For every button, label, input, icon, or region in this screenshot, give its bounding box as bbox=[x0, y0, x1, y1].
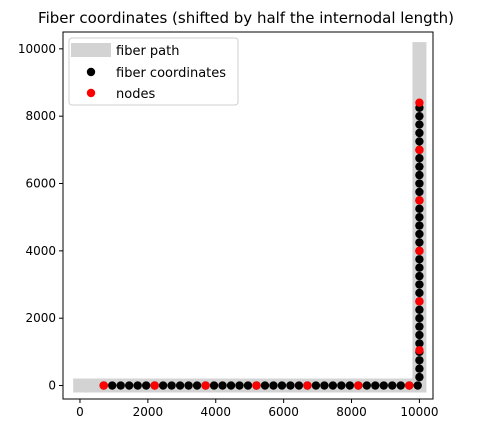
fiber-coordinate-point bbox=[133, 381, 142, 390]
fiber-coordinate-point bbox=[158, 381, 168, 390]
fiber-coordinate-point bbox=[269, 381, 278, 390]
fiber-coordinate-point bbox=[311, 381, 321, 390]
plot-frame bbox=[62, 31, 434, 400]
fiber-coordinate-point bbox=[413, 381, 422, 390]
node-point bbox=[415, 345, 424, 355]
fiber-coordinate-point bbox=[108, 381, 117, 390]
fiber-coordinate-point bbox=[415, 170, 424, 180]
fiber-coordinate-point bbox=[415, 364, 424, 373]
node-point bbox=[252, 381, 261, 390]
legend-label-fiber-path: fiber path bbox=[116, 44, 179, 59]
fiber-coordinate-point bbox=[415, 128, 424, 138]
fiber-coordinate-point bbox=[337, 381, 346, 390]
legend-swatch-fiber-coordinates bbox=[86, 67, 96, 77]
legend-label-nodes: nodes bbox=[116, 87, 155, 102]
fiber-coordinate-point bbox=[415, 111, 424, 121]
fiber-coordinate-point bbox=[415, 238, 424, 247]
y-tick-label: 8000 bbox=[25, 109, 56, 123]
fiber-coordinate-point bbox=[116, 381, 125, 390]
axis-ticks: 0 2000 4000 6000 8000 10000 0 2000 4000 6000 8000 1… bbox=[18, 42, 439, 419]
fiber-coordinate-point bbox=[320, 381, 329, 390]
y-tick-label: 0 bbox=[48, 379, 56, 393]
node-point bbox=[415, 246, 424, 256]
node-point bbox=[415, 145, 424, 155]
x-tick-label: 8000 bbox=[336, 405, 367, 419]
node-point bbox=[415, 196, 424, 205]
fiber-coordinate-point bbox=[415, 263, 424, 272]
fiber-coordinate-point bbox=[415, 271, 424, 281]
fiber-coordinate-point bbox=[415, 322, 424, 331]
fiber-coordinate-point bbox=[379, 381, 388, 390]
node-point bbox=[303, 381, 312, 390]
fiber-coordinate-point bbox=[345, 381, 355, 390]
plot-marks bbox=[73, 42, 427, 393]
fiber-coordinate-point bbox=[415, 204, 424, 213]
fiber-coordinate-point bbox=[415, 330, 424, 340]
x-tick-label: 6000 bbox=[268, 405, 299, 419]
fiber-coordinate-point bbox=[260, 381, 270, 390]
fiber-coordinate-point bbox=[192, 381, 202, 390]
fiber-coordinate-point bbox=[415, 313, 424, 323]
node-point bbox=[415, 297, 424, 306]
x-tick-label: 4000 bbox=[200, 405, 231, 419]
fiber-coordinate-point bbox=[415, 221, 424, 230]
fiber-coordinate-point bbox=[362, 381, 372, 390]
fiber-coordinate-point bbox=[415, 255, 424, 264]
fiber-coordinate-point bbox=[415, 154, 424, 163]
legend-box bbox=[68, 37, 239, 106]
x-tick-label: 0 bbox=[76, 405, 84, 419]
fiber-coordinate-point bbox=[294, 381, 304, 390]
node-point bbox=[354, 381, 363, 390]
fiber-coordinate-point bbox=[415, 179, 424, 188]
x-tick-label: 10000 bbox=[400, 405, 438, 419]
fiber-coordinate-point bbox=[415, 305, 424, 314]
fiber-coordinate-point bbox=[415, 372, 424, 382]
fiber-coordinate-point bbox=[388, 381, 397, 390]
x-tick-label: 2000 bbox=[133, 405, 164, 419]
fiber-coordinate-point bbox=[209, 381, 219, 390]
y-tick-label: 10000 bbox=[18, 42, 56, 56]
fiber-coordinate-point bbox=[175, 381, 185, 390]
fiber-coordinate-point bbox=[415, 339, 424, 348]
fiber-coordinate-point bbox=[415, 120, 424, 129]
fiber-coordinate-point bbox=[277, 381, 287, 390]
fiber-coordinate-point bbox=[235, 381, 244, 390]
y-tick-label: 4000 bbox=[25, 244, 56, 258]
fiber-coordinate-point bbox=[286, 381, 295, 390]
node-point bbox=[99, 381, 108, 390]
fiber-coordinate-point bbox=[184, 381, 193, 390]
chart-title: Fiber coordinates (shifted by half the i… bbox=[38, 9, 454, 27]
fiber-coordinate-point bbox=[167, 381, 176, 390]
y-tick-label: 6000 bbox=[25, 177, 56, 191]
node-point bbox=[405, 381, 414, 390]
fiber-coordinate-point bbox=[243, 381, 253, 390]
fiber-coordinate-point bbox=[415, 288, 424, 298]
fiber-coordinate-point bbox=[415, 356, 424, 365]
fiber-coordinate-point bbox=[415, 229, 424, 239]
node-point bbox=[150, 381, 159, 390]
legend-swatch-nodes bbox=[86, 88, 96, 98]
fiber-coordinate-point bbox=[415, 212, 424, 222]
fiber-coordinate-point bbox=[226, 381, 236, 390]
fiber-coordinate-point bbox=[396, 381, 405, 390]
node-point bbox=[415, 98, 424, 107]
legend-label-fiber-coordinates: fiber coordinates bbox=[116, 66, 226, 81]
y-tick-label: 2000 bbox=[25, 311, 56, 325]
fiber-coordinate-point bbox=[371, 381, 380, 390]
fiber-coordinate-point bbox=[415, 187, 424, 197]
fiber-coordinate-point bbox=[415, 137, 424, 146]
fiber-coordinate-point bbox=[218, 381, 227, 390]
legend: fiber path fiber coordinates nodes bbox=[68, 37, 239, 106]
fiber-coordinate-point bbox=[328, 381, 338, 390]
fiber-coordinate-point bbox=[141, 381, 151, 390]
legend-swatch-fiber-path bbox=[71, 43, 111, 57]
fiber-coordinate-point bbox=[124, 381, 134, 390]
fiber-coordinate-point bbox=[415, 162, 424, 171]
fiber-coordinate-point bbox=[415, 280, 424, 289]
node-point bbox=[201, 381, 210, 390]
